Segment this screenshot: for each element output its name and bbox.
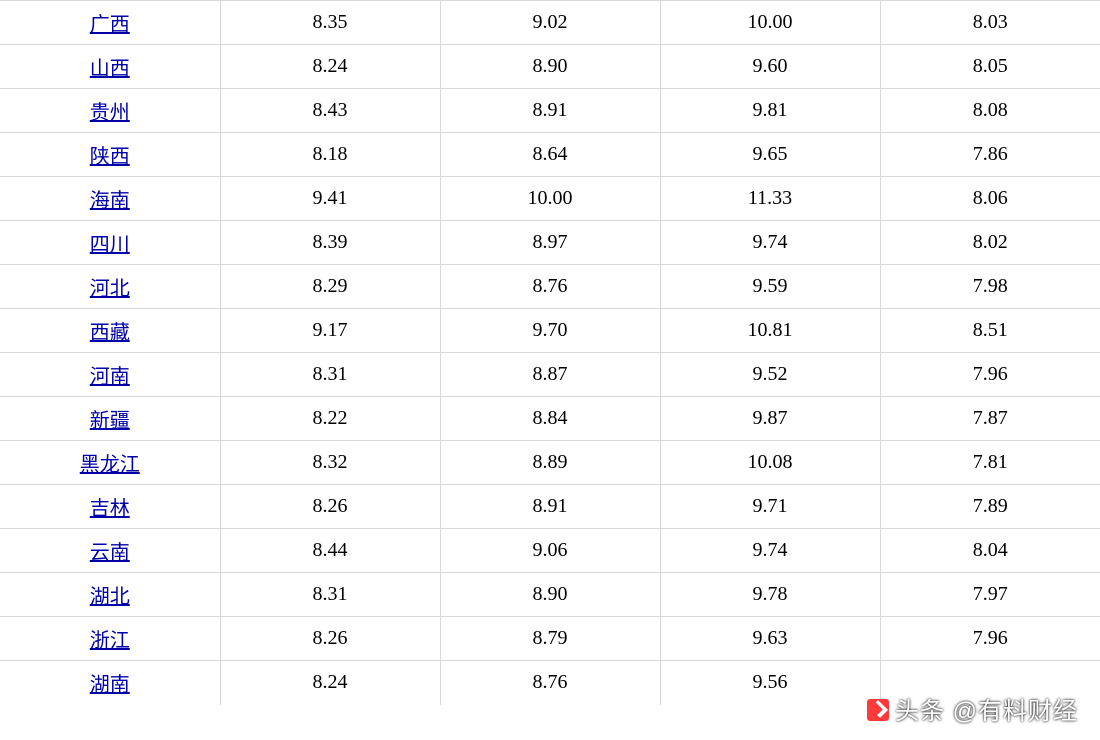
cell: 9.63 xyxy=(660,617,880,661)
price-table-body: 广西 8.35 9.02 10.00 8.03 山西 8.24 8.90 9.6… xyxy=(0,1,1100,705)
table-row: 吉林 8.26 8.91 9.71 7.89 xyxy=(0,485,1100,529)
province-link[interactable]: 四川 xyxy=(0,221,220,265)
cell: 7.97 xyxy=(880,573,1100,617)
table-row: 云南 8.44 9.06 9.74 8.04 xyxy=(0,529,1100,573)
table-row: 浙江 8.26 8.79 9.63 7.96 xyxy=(0,617,1100,661)
cell: 8.35 xyxy=(220,1,440,45)
cell: 9.52 xyxy=(660,353,880,397)
cell: 8.31 xyxy=(220,353,440,397)
cell: 8.22 xyxy=(220,397,440,441)
cell: 9.41 xyxy=(220,177,440,221)
province-link[interactable]: 云南 xyxy=(0,529,220,573)
table-row: 西藏 9.17 9.70 10.81 8.51 xyxy=(0,309,1100,353)
cell: 7.89 xyxy=(880,485,1100,529)
cell: 9.71 xyxy=(660,485,880,529)
watermark: 头条 @有料财经 xyxy=(867,691,1078,726)
table-row: 新疆 8.22 8.84 9.87 7.87 xyxy=(0,397,1100,441)
cell: 8.89 xyxy=(440,441,660,485)
province-link[interactable]: 湖南 xyxy=(0,661,220,705)
province-link[interactable]: 浙江 xyxy=(0,617,220,661)
cell: 8.51 xyxy=(880,309,1100,353)
table-row: 河北 8.29 8.76 9.59 7.98 xyxy=(0,265,1100,309)
cell: 7.81 xyxy=(880,441,1100,485)
province-link[interactable]: 海南 xyxy=(0,177,220,221)
cell: 8.29 xyxy=(220,265,440,309)
table-row: 河南 8.31 8.87 9.52 7.96 xyxy=(0,353,1100,397)
cell: 9.59 xyxy=(660,265,880,309)
cell: 8.18 xyxy=(220,133,440,177)
cell: 11.33 xyxy=(660,177,880,221)
cell: 9.65 xyxy=(660,133,880,177)
cell: 7.86 xyxy=(880,133,1100,177)
cell: 8.24 xyxy=(220,45,440,89)
table-row: 湖北 8.31 8.90 9.78 7.97 xyxy=(0,573,1100,617)
cell: 8.90 xyxy=(440,573,660,617)
cell: 9.60 xyxy=(660,45,880,89)
cell: 8.91 xyxy=(440,89,660,133)
province-link[interactable]: 吉林 xyxy=(0,485,220,529)
table-row: 海南 9.41 10.00 11.33 8.06 xyxy=(0,177,1100,221)
province-link[interactable]: 黑龙江 xyxy=(0,441,220,485)
cell: 8.26 xyxy=(220,617,440,661)
cell: 9.06 xyxy=(440,529,660,573)
cell: 8.91 xyxy=(440,485,660,529)
cell: 8.03 xyxy=(880,1,1100,45)
cell: 8.87 xyxy=(440,353,660,397)
province-link[interactable]: 陕西 xyxy=(0,133,220,177)
cell: 8.05 xyxy=(880,45,1100,89)
cell: 8.32 xyxy=(220,441,440,485)
province-link[interactable]: 河南 xyxy=(0,353,220,397)
cell: 7.96 xyxy=(880,617,1100,661)
table-row: 四川 8.39 8.97 9.74 8.02 xyxy=(0,221,1100,265)
cell: 10.00 xyxy=(440,177,660,221)
cell: 8.26 xyxy=(220,485,440,529)
cell: 9.81 xyxy=(660,89,880,133)
cell: 8.44 xyxy=(220,529,440,573)
province-link[interactable]: 西藏 xyxy=(0,309,220,353)
watermark-text: 头条 @有料财经 xyxy=(895,698,1078,725)
cell: 8.43 xyxy=(220,89,440,133)
cell: 8.79 xyxy=(440,617,660,661)
cell: 9.02 xyxy=(440,1,660,45)
cell: 10.08 xyxy=(660,441,880,485)
cell: 8.64 xyxy=(440,133,660,177)
cell: 8.08 xyxy=(880,89,1100,133)
table-row: 贵州 8.43 8.91 9.81 8.08 xyxy=(0,89,1100,133)
table-row: 黑龙江 8.32 8.89 10.08 7.81 xyxy=(0,441,1100,485)
cell: 8.90 xyxy=(440,45,660,89)
cell: 8.06 xyxy=(880,177,1100,221)
cell: 7.96 xyxy=(880,353,1100,397)
province-link[interactable]: 新疆 xyxy=(0,397,220,441)
cell: 8.97 xyxy=(440,221,660,265)
cell: 9.74 xyxy=(660,221,880,265)
province-link[interactable]: 湖北 xyxy=(0,573,220,617)
cell: 8.31 xyxy=(220,573,440,617)
cell: 9.70 xyxy=(440,309,660,353)
cell: 9.87 xyxy=(660,397,880,441)
cell: 8.02 xyxy=(880,221,1100,265)
price-table: 广西 8.35 9.02 10.00 8.03 山西 8.24 8.90 9.6… xyxy=(0,0,1100,705)
province-link[interactable]: 河北 xyxy=(0,265,220,309)
cell: 8.04 xyxy=(880,529,1100,573)
cell: 8.39 xyxy=(220,221,440,265)
table-row: 陕西 8.18 8.64 9.65 7.86 xyxy=(0,133,1100,177)
cell: 9.56 xyxy=(660,661,880,705)
province-link[interactable]: 山西 xyxy=(0,45,220,89)
table-row: 山西 8.24 8.90 9.60 8.05 xyxy=(0,45,1100,89)
toutiao-logo-icon xyxy=(867,699,889,721)
cell: 9.17 xyxy=(220,309,440,353)
province-link[interactable]: 广西 xyxy=(0,1,220,45)
cell: 8.76 xyxy=(440,661,660,705)
cell: 10.81 xyxy=(660,309,880,353)
cell: 7.98 xyxy=(880,265,1100,309)
cell: 8.76 xyxy=(440,265,660,309)
cell: 10.00 xyxy=(660,1,880,45)
cell: 8.84 xyxy=(440,397,660,441)
cell: 8.24 xyxy=(220,661,440,705)
cell: 7.87 xyxy=(880,397,1100,441)
table-row: 广西 8.35 9.02 10.00 8.03 xyxy=(0,1,1100,45)
cell: 9.74 xyxy=(660,529,880,573)
province-link[interactable]: 贵州 xyxy=(0,89,220,133)
cell: 9.78 xyxy=(660,573,880,617)
